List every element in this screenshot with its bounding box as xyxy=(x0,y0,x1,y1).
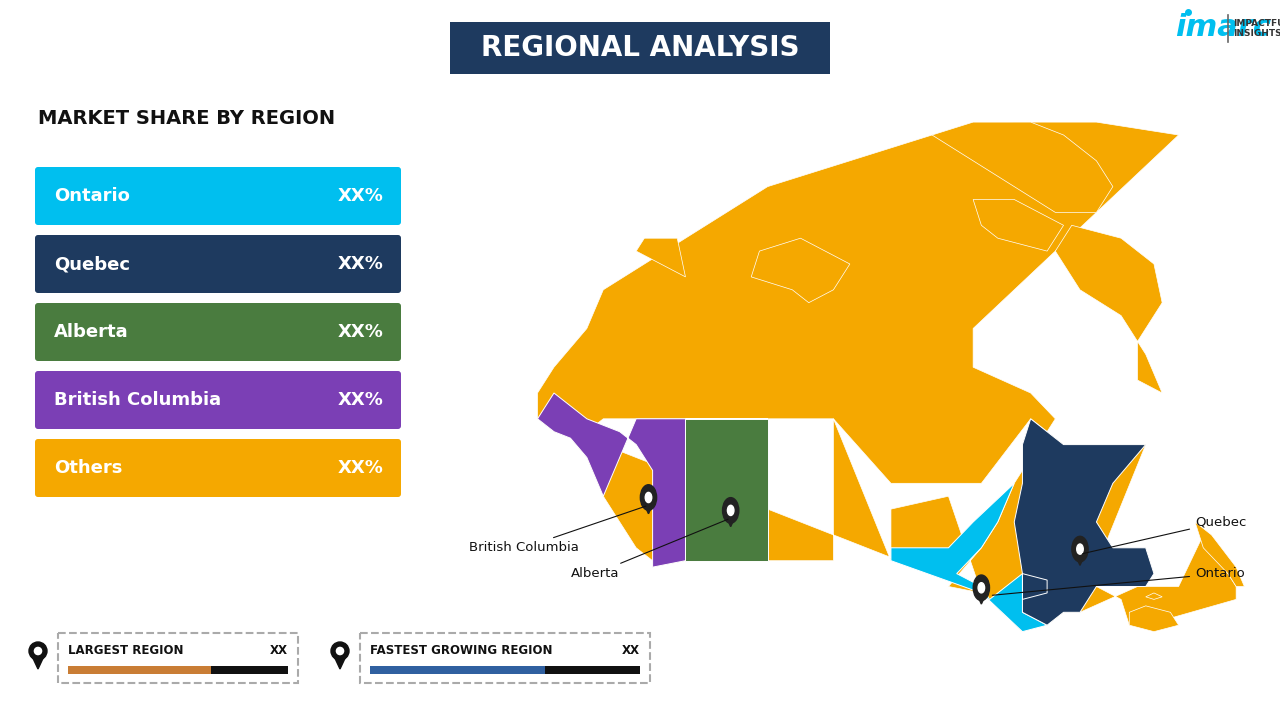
Polygon shape xyxy=(723,510,739,526)
Circle shape xyxy=(722,498,739,523)
Circle shape xyxy=(1076,544,1083,554)
Polygon shape xyxy=(332,651,348,669)
Polygon shape xyxy=(636,238,686,277)
Circle shape xyxy=(35,647,41,654)
Text: XX: XX xyxy=(270,644,288,657)
Text: Alberta: Alberta xyxy=(54,323,128,341)
Polygon shape xyxy=(29,651,46,669)
Text: Quebec: Quebec xyxy=(1083,516,1247,554)
Text: INSIGHTS: INSIGHTS xyxy=(1233,29,1280,37)
Circle shape xyxy=(727,505,733,516)
Bar xyxy=(211,666,288,674)
Polygon shape xyxy=(641,498,655,514)
Text: IMPACTFUL: IMPACTFUL xyxy=(1233,19,1280,27)
Text: MARKET SHARE BY REGION: MARKET SHARE BY REGION xyxy=(38,109,335,127)
Polygon shape xyxy=(932,122,1112,212)
Polygon shape xyxy=(686,419,768,561)
Text: Others: Others xyxy=(54,459,123,477)
FancyBboxPatch shape xyxy=(58,633,298,683)
Circle shape xyxy=(29,642,47,660)
Polygon shape xyxy=(973,199,1064,251)
Bar xyxy=(545,666,640,674)
Text: FASTEST GROWING REGION: FASTEST GROWING REGION xyxy=(370,644,553,657)
FancyBboxPatch shape xyxy=(35,167,401,225)
Text: XX%: XX% xyxy=(338,255,384,273)
Circle shape xyxy=(973,575,989,600)
FancyBboxPatch shape xyxy=(360,633,650,683)
Polygon shape xyxy=(974,588,988,604)
Polygon shape xyxy=(751,238,850,302)
Bar xyxy=(370,666,545,674)
Circle shape xyxy=(645,492,652,503)
Polygon shape xyxy=(1196,522,1244,587)
Polygon shape xyxy=(1014,419,1155,625)
Polygon shape xyxy=(538,122,1236,631)
FancyBboxPatch shape xyxy=(451,22,829,74)
Text: Ontario: Ontario xyxy=(992,567,1244,595)
Text: XX%: XX% xyxy=(338,459,384,477)
Text: XX%: XX% xyxy=(338,323,384,341)
Text: XX: XX xyxy=(622,644,640,657)
Text: REGIONAL ANALYSIS: REGIONAL ANALYSIS xyxy=(481,34,799,62)
Text: LARGEST REGION: LARGEST REGION xyxy=(68,644,183,657)
FancyBboxPatch shape xyxy=(35,371,401,429)
Polygon shape xyxy=(1055,225,1162,393)
Text: imarc: imarc xyxy=(1175,14,1271,42)
Polygon shape xyxy=(891,483,1047,631)
Circle shape xyxy=(1071,536,1088,562)
Text: XX%: XX% xyxy=(338,391,384,409)
Polygon shape xyxy=(1073,549,1088,565)
Circle shape xyxy=(337,647,343,654)
Circle shape xyxy=(978,582,984,593)
Circle shape xyxy=(640,485,657,510)
Polygon shape xyxy=(538,393,686,567)
Polygon shape xyxy=(1129,606,1179,631)
Text: Ontario: Ontario xyxy=(54,187,129,205)
Circle shape xyxy=(332,642,349,660)
Text: British Columbia: British Columbia xyxy=(54,391,221,409)
Text: XX%: XX% xyxy=(338,187,384,205)
FancyBboxPatch shape xyxy=(35,235,401,293)
Text: British Columbia: British Columbia xyxy=(468,506,646,554)
Text: Quebec: Quebec xyxy=(54,255,131,273)
FancyBboxPatch shape xyxy=(35,439,401,497)
FancyBboxPatch shape xyxy=(35,303,401,361)
Bar xyxy=(68,666,211,674)
Text: Alberta: Alberta xyxy=(571,519,728,580)
Polygon shape xyxy=(1146,593,1162,599)
